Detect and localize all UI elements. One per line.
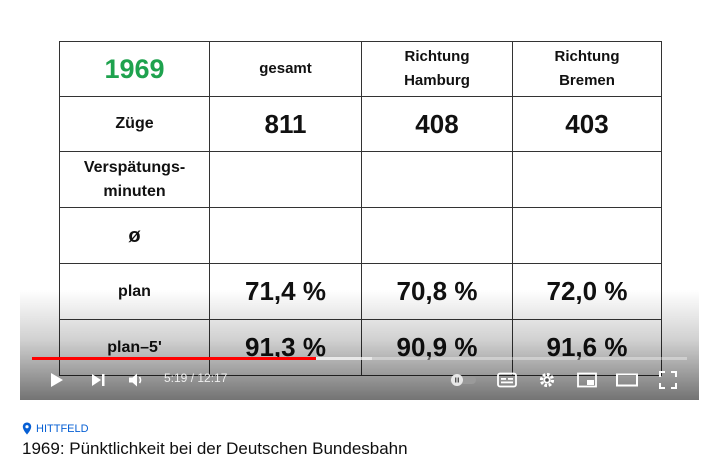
cell-plan-gesamt: 71,4 % — [209, 263, 362, 320]
settings-icon — [539, 372, 555, 388]
miniplayer-icon — [577, 372, 597, 388]
cell-plan-hamburg: 70,8 % — [361, 263, 513, 320]
cell-average-bremen — [512, 207, 662, 264]
video-location[interactable]: HITTFELD — [22, 422, 89, 435]
subtitles-icon — [497, 372, 517, 388]
punctuality-table: 1969 gesamt Richtung Hamburg Richtung Br… — [59, 41, 662, 376]
location-pin-icon — [22, 422, 32, 435]
progress-bar[interactable] — [32, 357, 687, 360]
cell-average-gesamt — [209, 207, 362, 264]
row-label-verspaetung: Verspätungs- minuten — [59, 151, 210, 208]
miniplayer-button[interactable] — [573, 365, 601, 395]
video-title: 1969: Pünktlichkeit bei der Deutschen Bu… — [22, 439, 408, 458]
volume-button[interactable] — [122, 365, 150, 395]
cell-verspaetung-gesamt — [209, 151, 362, 208]
row-label-verspaetung-text: Verspätungs- minuten — [83, 158, 186, 200]
play-icon — [51, 373, 63, 387]
header-gesamt: gesamt — [209, 41, 362, 97]
row-label-zuege: Züge — [59, 96, 210, 152]
autoplay-toggle[interactable] — [448, 365, 478, 395]
fullscreen-button[interactable] — [654, 365, 682, 395]
theater-mode-button[interactable] — [613, 365, 641, 395]
progress-played — [32, 357, 316, 360]
settings-button[interactable] — [533, 365, 561, 395]
cell-verspaetung-hamburg — [361, 151, 513, 208]
header-hamburg-text: Richtung Hamburg — [404, 48, 470, 89]
next-icon — [92, 374, 105, 386]
player-controls: 5:19 / 12:17 — [20, 365, 699, 395]
video-player[interactable]: 1969 gesamt Richtung Hamburg Richtung Br… — [20, 19, 699, 400]
cell-zuege-bremen: 403 — [512, 96, 662, 152]
subtitles-button[interactable] — [493, 365, 521, 395]
header-hamburg: Richtung Hamburg — [361, 41, 513, 97]
next-button[interactable] — [84, 365, 112, 395]
autoplay-toggle-icon — [450, 374, 476, 386]
cell-verspaetung-bremen — [512, 151, 662, 208]
row-label-average: ø — [59, 207, 210, 264]
cell-zuege-hamburg: 408 — [361, 96, 513, 152]
time-display: 5:19 / 12:17 — [164, 371, 228, 385]
volume-icon — [129, 373, 142, 387]
fullscreen-icon — [659, 371, 677, 389]
cell-zuege-gesamt: 811 — [209, 96, 362, 152]
row-label-plan: plan — [59, 263, 210, 320]
video-frame: 1969 gesamt Richtung Hamburg Richtung Br… — [20, 19, 699, 400]
theater-icon — [616, 373, 638, 387]
cell-average-hamburg — [361, 207, 513, 264]
year-cell: 1969 — [59, 41, 210, 97]
cell-plan-bremen: 72,0 % — [512, 263, 662, 320]
header-bremen-text: Richtung Bremen — [554, 48, 620, 89]
location-label: HITTFELD — [36, 422, 89, 435]
header-bremen: Richtung Bremen — [512, 41, 662, 97]
year-label: 1969 — [104, 53, 165, 84]
play-button[interactable] — [42, 365, 70, 395]
